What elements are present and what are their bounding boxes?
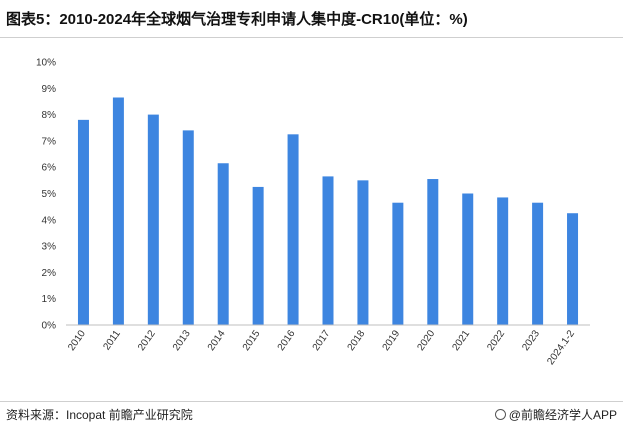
x-tick-label: 2024.1-2 (545, 328, 577, 367)
bar-2016 (287, 134, 299, 325)
brand-label: @前瞻经济学人APP (508, 408, 617, 422)
x-tick-label: 2012 (136, 328, 158, 353)
x-tick-label: 2018 (346, 328, 368, 353)
bar-2020 (427, 179, 439, 325)
x-tick-label: 2010 (66, 328, 88, 353)
y-tick-label: 1% (42, 294, 57, 305)
source-note: 资料来源：Incopat 前瞻产业研究院 (6, 408, 193, 422)
bar-2017 (322, 176, 334, 325)
bar-2015 (252, 186, 264, 325)
bar-2012 (147, 114, 159, 325)
bar-2024.1-2 (567, 213, 579, 325)
bar-chart: 0% 1% 2% 3% 4% 5% 6% 7% 8% 9% 10% 2010 2011 2012 2013… (36, 58, 590, 367)
bar-2021 (462, 193, 474, 325)
bar-2023 (532, 202, 544, 325)
y-tick-label: 2% (42, 268, 57, 279)
x-axis: 2010 2011 2012 2013 2014 2015 2016 2017 2018 2019… (66, 328, 577, 367)
bar-2022 (497, 197, 509, 325)
bar-series (77, 97, 579, 325)
y-tick-label: 4% (42, 215, 57, 226)
x-tick-label: 2013 (171, 328, 193, 353)
bar-2018 (357, 180, 369, 325)
y-tick-label: 8% (42, 110, 57, 121)
bar-2011 (112, 97, 124, 325)
x-tick-label: 2015 (241, 328, 263, 353)
y-tick-label: 5% (42, 189, 57, 200)
x-tick-label: 2023 (520, 328, 542, 353)
y-tick-label: 9% (42, 84, 57, 95)
x-tick-label: 2017 (311, 328, 333, 353)
x-tick-label: 2014 (206, 328, 228, 353)
y-tick-label: 10% (36, 58, 56, 69)
brand-credit: @前瞻经济学人APP (494, 406, 617, 423)
bar-2013 (182, 130, 194, 325)
title-divider (0, 37, 623, 38)
x-tick-label: 2016 (276, 328, 298, 353)
bar-2019 (392, 202, 404, 325)
bar-2010 (77, 119, 89, 325)
y-tick-label: 0% (42, 321, 57, 332)
x-tick-label: 2020 (415, 328, 437, 353)
x-tick-label: 2011 (102, 328, 124, 352)
y-tick-label: 7% (42, 136, 57, 147)
x-tick-label: 2019 (381, 328, 403, 353)
y-axis: 0% 1% 2% 3% 4% 5% 6% 7% 8% 9% 10% (36, 58, 56, 332)
footer-divider (0, 401, 623, 402)
y-tick-label: 6% (42, 163, 57, 174)
bar-2014 (217, 163, 229, 325)
chart-title: 图表5：2010-2024年全球烟气治理专利申请人集中度-CR10(单位：%) (6, 11, 468, 28)
y-tick-label: 3% (42, 242, 57, 253)
brand-logo-icon (494, 409, 506, 420)
x-tick-label: 2022 (485, 328, 507, 353)
x-tick-label: 2021 (450, 328, 472, 353)
